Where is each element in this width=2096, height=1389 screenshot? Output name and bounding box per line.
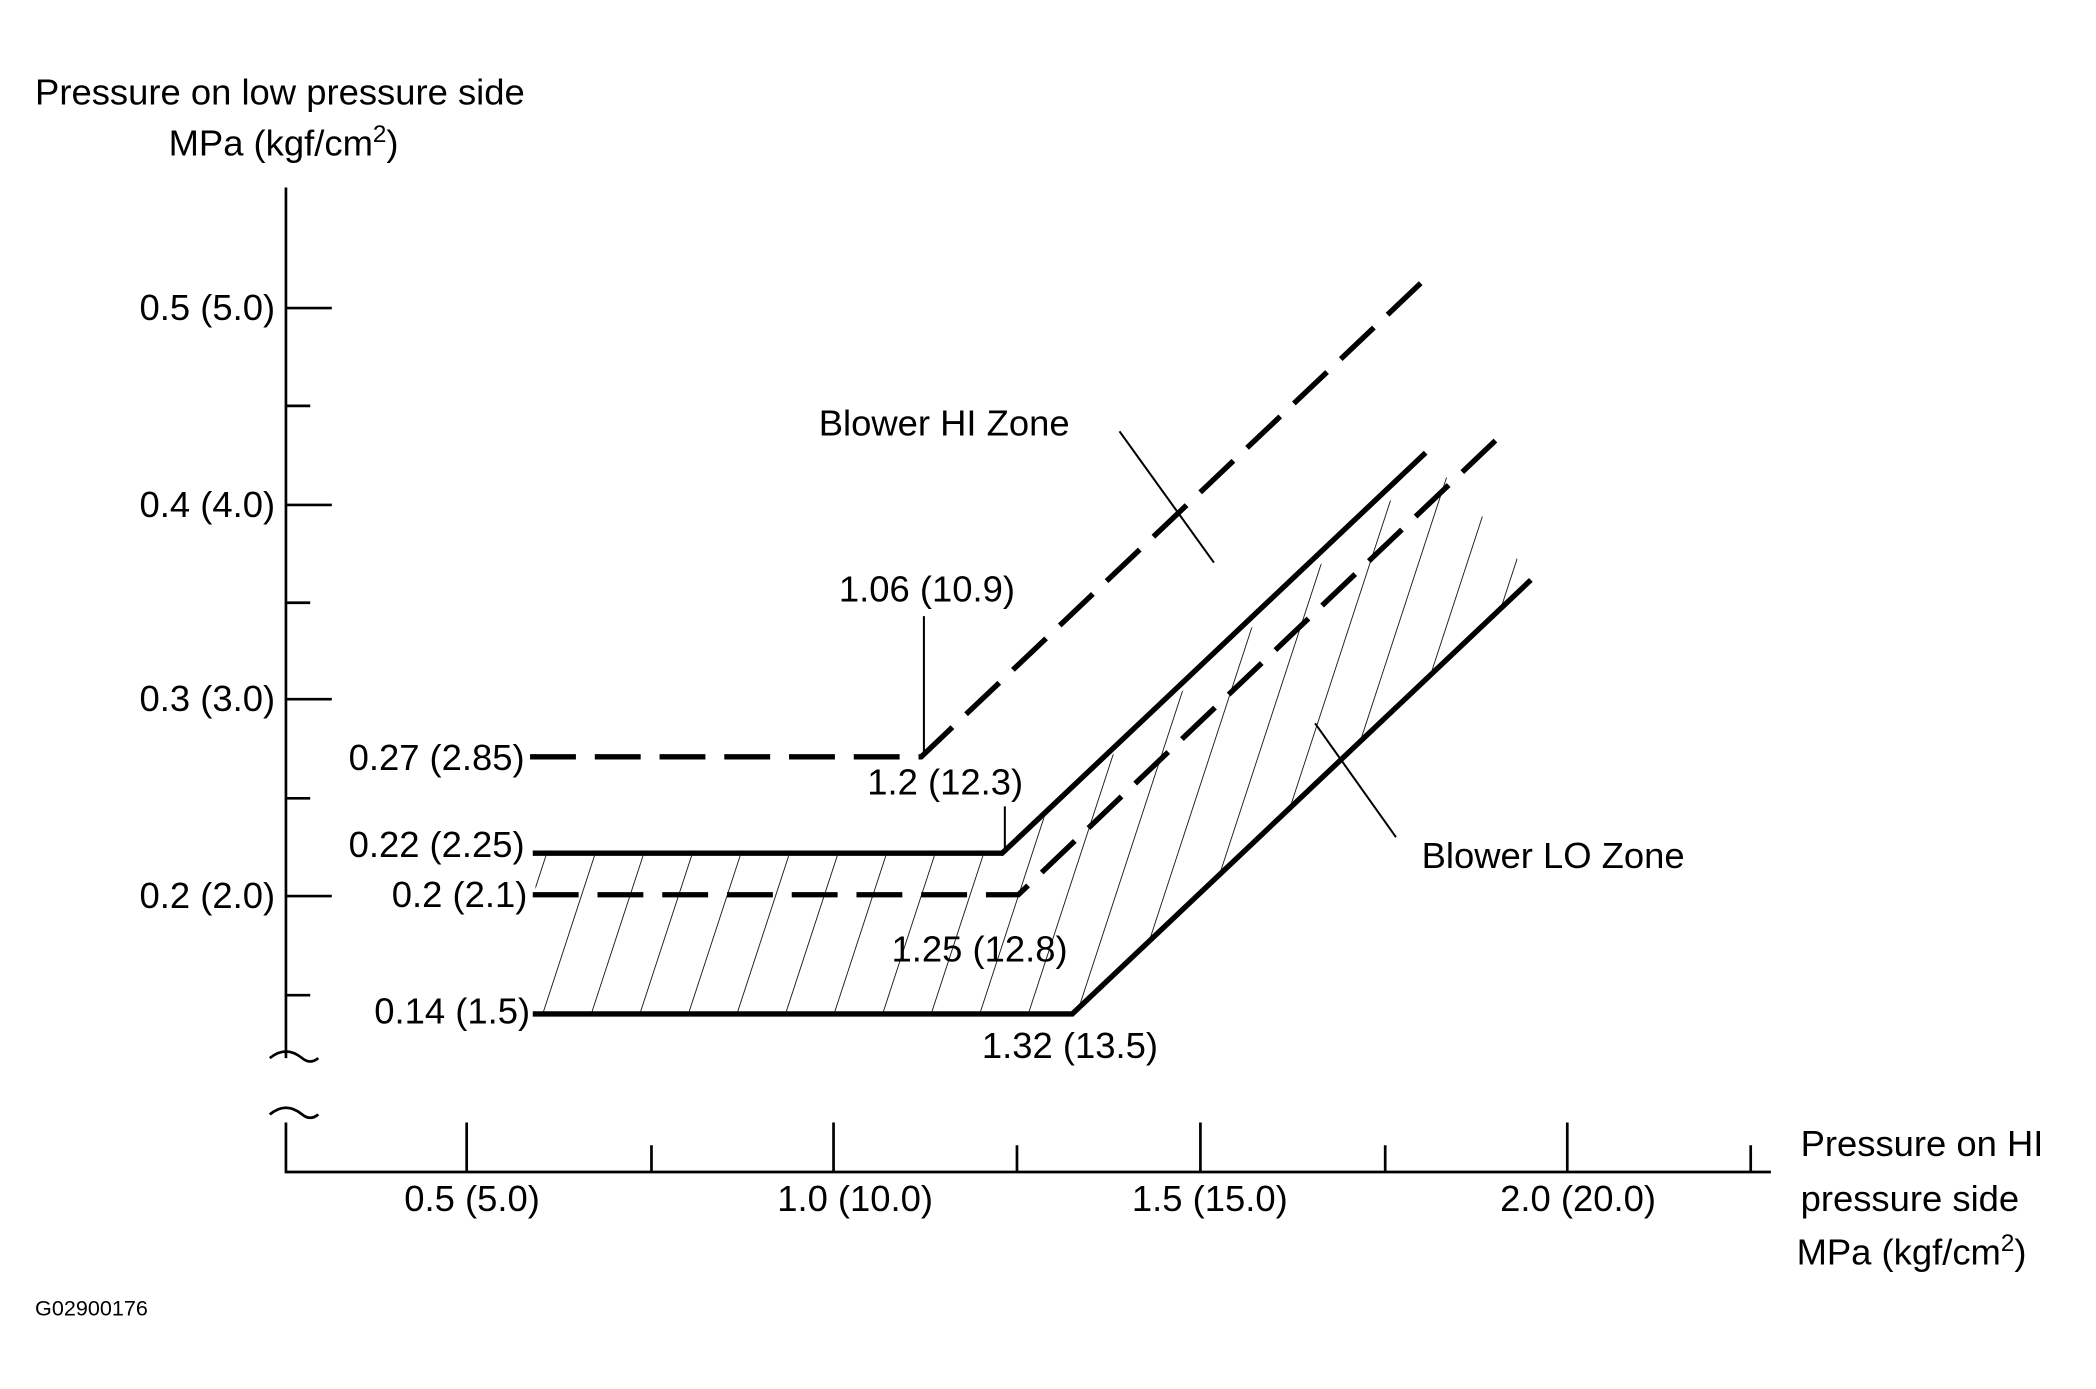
hi-zone-lower-line <box>532 450 1428 856</box>
lo-zone-hatch <box>535 462 1531 1014</box>
x-axis-title: Pressure on HI <box>1801 1123 2044 1164</box>
lo-zone-upper-line <box>532 426 1510 898</box>
y-axis-unit: MPa (kgf/cm2) <box>169 121 399 163</box>
point-label: 0.22 (2.25) <box>349 824 525 865</box>
figure-id: G02900176 <box>35 1296 148 1320</box>
text: MPa (kgf/cm <box>1797 1232 2001 1273</box>
text: ) <box>2014 1232 2026 1273</box>
zone-label: Blower LO Zone <box>1422 835 1685 876</box>
y-tick-label: 0.4 (4.0) <box>140 484 276 525</box>
x-tick-label: 2.0 (20.0) <box>1500 1178 1656 1219</box>
x-axis-unit: MPa (kgf/cm2) <box>1797 1230 2027 1272</box>
axes <box>268 187 1771 1174</box>
point-label: 1.06 (10.9) <box>839 569 1015 610</box>
superscript: 2 <box>2001 1230 2014 1257</box>
x-axis-title: pressure side <box>1801 1178 2020 1219</box>
point-label: 0.14 (1.5) <box>374 990 530 1031</box>
point-label: 1.2 (12.3) <box>867 761 1023 802</box>
zone-label: Blower HI Zone <box>819 402 1070 443</box>
x-tick-label: 1.0 (10.0) <box>777 1178 933 1219</box>
leader-lines <box>922 430 1397 851</box>
y-tick-label: 0.5 (5.0) <box>140 287 276 328</box>
point-label: 0.2 (2.1) <box>392 874 528 915</box>
point-label: 1.32 (13.5) <box>982 1025 1158 1066</box>
text: MPa (kgf/cm <box>169 122 373 163</box>
y-axis-title: Pressure on low pressure side <box>35 72 525 113</box>
x-tick-label: 0.5 (5.0) <box>404 1178 540 1219</box>
text: ) <box>386 122 398 163</box>
superscript: 2 <box>373 121 386 148</box>
point-label: 0.27 (2.85) <box>349 737 525 778</box>
lo-zone-lower-line <box>532 578 1533 1017</box>
x-tick-label: 1.5 (15.0) <box>1132 1178 1288 1219</box>
y-tick-label: 0.3 (3.0) <box>140 678 276 719</box>
point-label: 1.25 (12.8) <box>892 929 1068 970</box>
hi-zone-upper-line <box>530 275 1429 760</box>
y-tick-label: 0.2 (2.0) <box>140 875 276 916</box>
